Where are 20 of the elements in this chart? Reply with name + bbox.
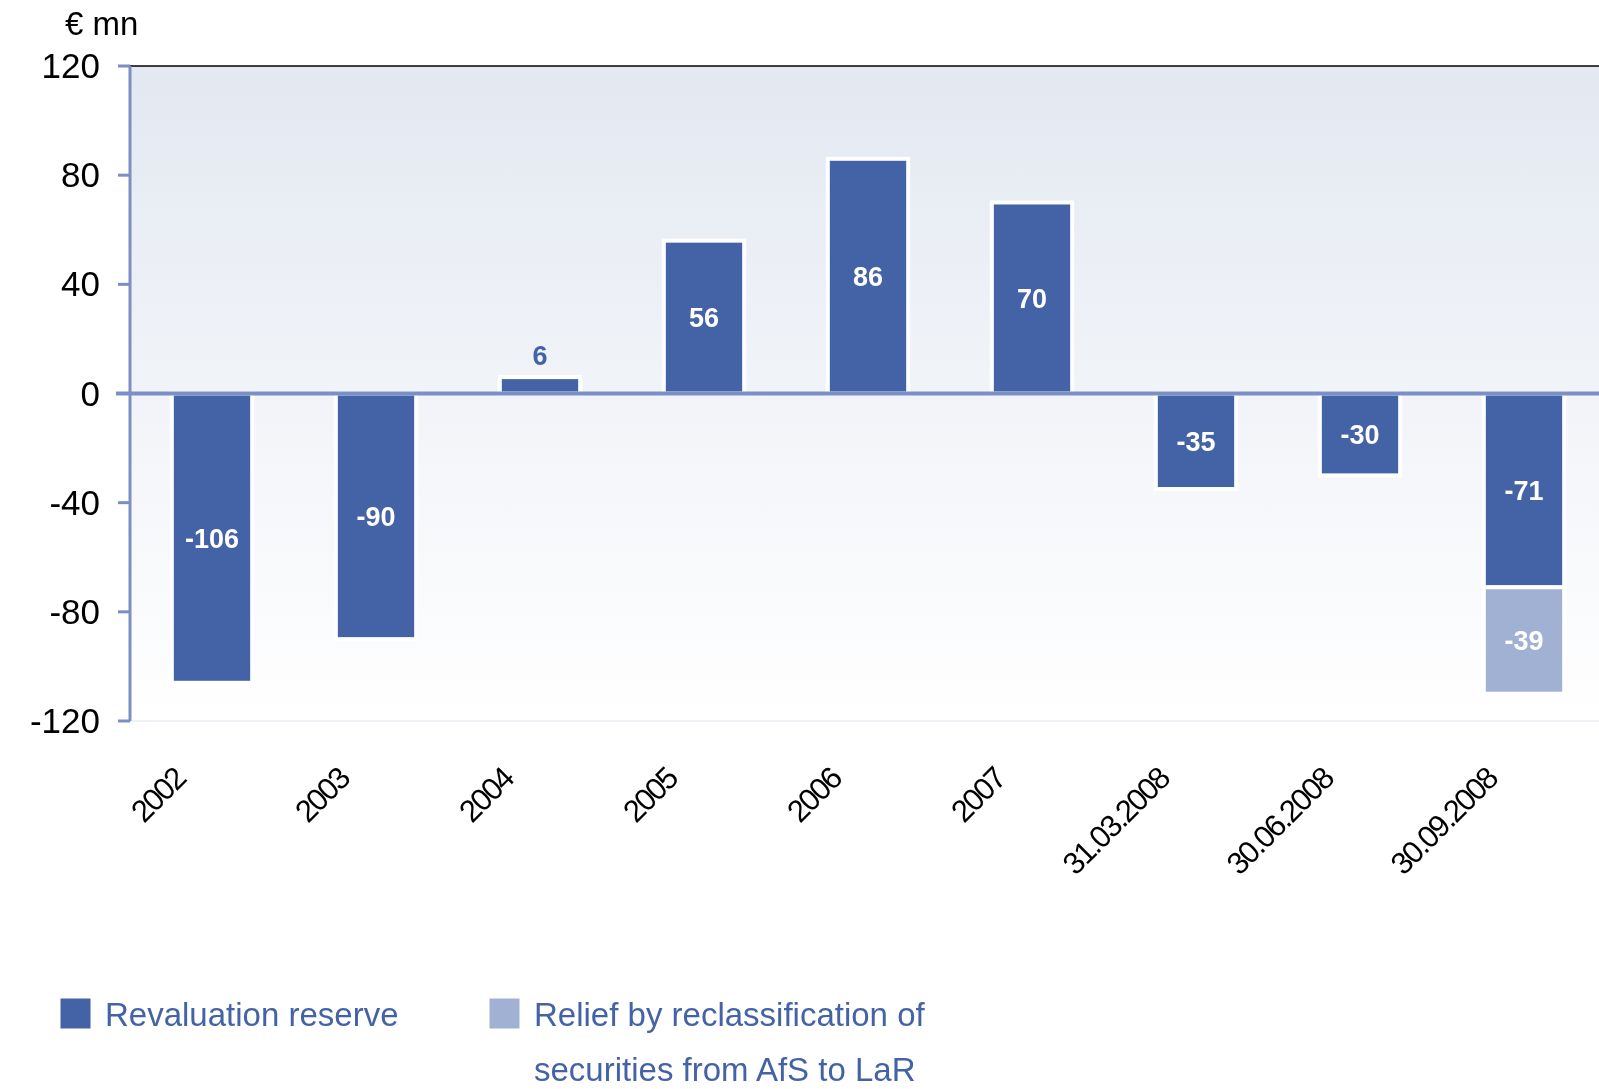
- data-label: -35: [1176, 427, 1216, 458]
- y-tick-label: 0: [80, 373, 100, 413]
- y-tick-label: -40: [49, 482, 100, 522]
- data-label: -90: [356, 502, 396, 533]
- y-tick-label: -80: [49, 591, 100, 631]
- y-tick-label: 80: [61, 155, 100, 195]
- legend-label: Relief by reclassification of securities from AfS to LaR: [534, 996, 926, 1088]
- data-label: 6: [532, 341, 548, 372]
- data-label: 56: [688, 303, 720, 334]
- data-label: -106: [184, 524, 240, 555]
- legend-label: Revaluation reserve: [105, 996, 399, 1033]
- y-tick-label: 120: [41, 46, 100, 85]
- data-label: -39: [1504, 626, 1544, 657]
- data-label: 70: [1016, 283, 1048, 314]
- data-label: -30: [1340, 420, 1380, 451]
- y-tick-label: 40: [61, 264, 100, 304]
- y-axis-title: € mn: [65, 5, 139, 42]
- data-label: -71: [1504, 476, 1544, 507]
- y-tick-label: -120: [29, 701, 100, 740]
- data-label: 86: [852, 262, 884, 293]
